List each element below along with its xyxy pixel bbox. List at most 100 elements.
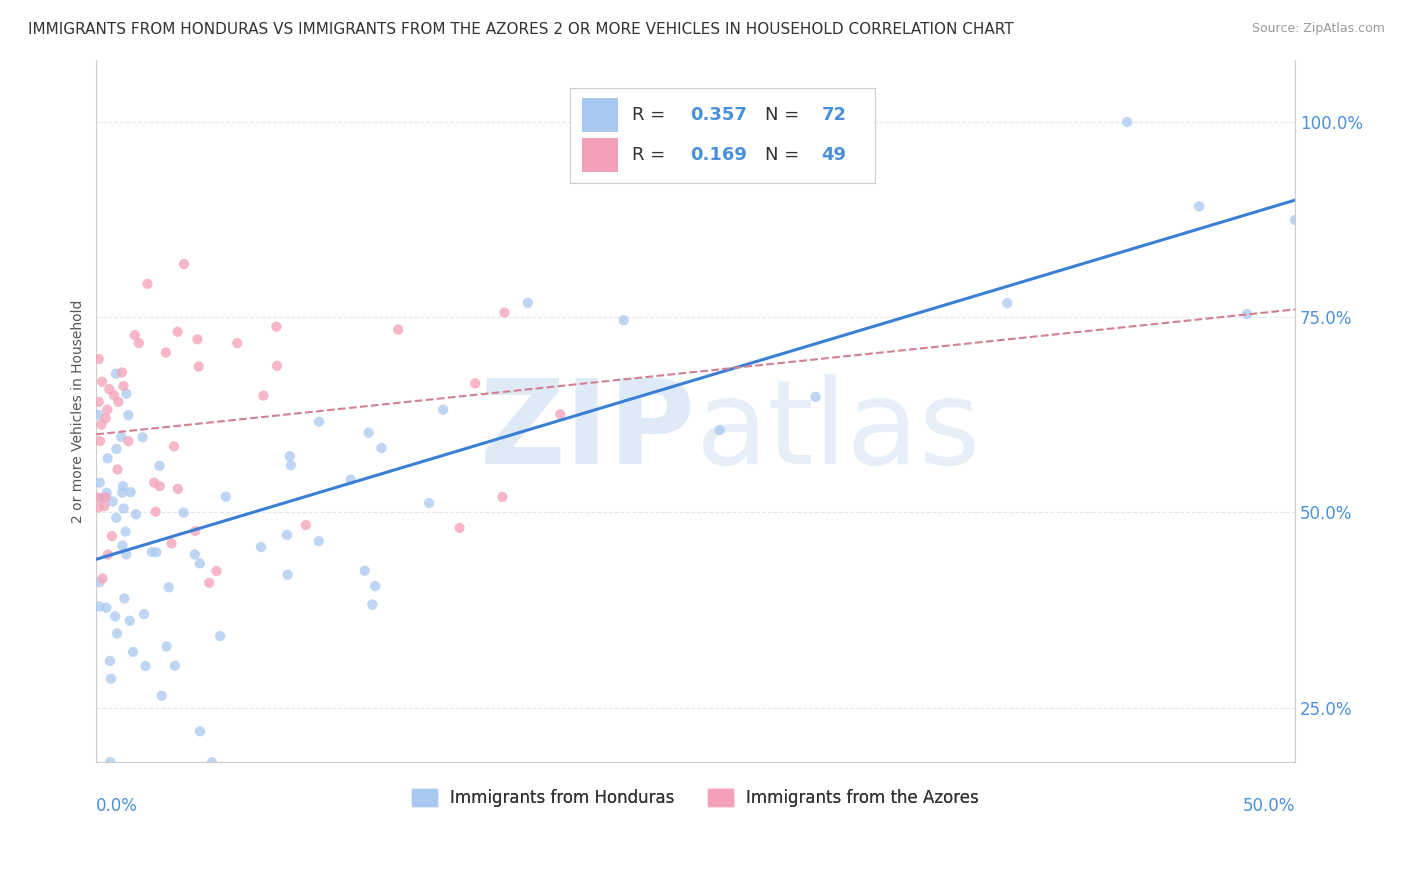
Point <box>308 415 330 429</box>
Point <box>117 434 139 449</box>
Point <box>87 408 110 422</box>
Text: 72: 72 <box>821 106 846 124</box>
Point <box>143 475 166 490</box>
Point <box>128 336 150 351</box>
Text: 50.0%: 50.0% <box>1243 797 1295 815</box>
Point <box>308 534 330 549</box>
Point <box>94 411 117 425</box>
Point <box>111 366 134 380</box>
Point <box>226 336 249 351</box>
Point <box>96 402 118 417</box>
Point <box>149 479 172 493</box>
Point <box>266 359 288 373</box>
Point <box>148 458 170 473</box>
Point <box>134 659 156 673</box>
Text: ZIP: ZIP <box>479 375 696 490</box>
Text: N =: N = <box>765 106 806 124</box>
Text: 0.169: 0.169 <box>690 146 747 164</box>
Point <box>87 500 110 515</box>
Point <box>98 654 121 668</box>
Point <box>166 482 188 496</box>
Point <box>112 591 135 606</box>
Point <box>418 496 440 510</box>
Point <box>111 479 134 493</box>
Point <box>120 485 142 500</box>
Point <box>387 322 409 336</box>
Point <box>276 528 298 542</box>
Point <box>115 386 138 401</box>
Point <box>89 575 111 590</box>
Point <box>91 491 114 506</box>
Point <box>114 524 136 539</box>
Point <box>94 490 117 504</box>
Point <box>370 441 392 455</box>
Point <box>87 352 110 367</box>
Point <box>90 417 112 432</box>
Point <box>709 423 731 437</box>
Point <box>516 296 538 310</box>
Point <box>215 490 238 504</box>
FancyBboxPatch shape <box>582 138 617 172</box>
Point <box>145 505 167 519</box>
Text: R =: R = <box>633 146 671 164</box>
Point <box>105 510 128 524</box>
Point <box>464 376 486 391</box>
Point <box>432 402 454 417</box>
Point <box>98 756 121 770</box>
Point <box>89 599 111 614</box>
Point <box>91 375 114 389</box>
Point <box>96 600 118 615</box>
Point <box>155 345 177 359</box>
Point <box>141 545 163 559</box>
Point <box>173 506 195 520</box>
Point <box>136 277 159 291</box>
Text: 0.357: 0.357 <box>690 106 747 124</box>
Point <box>250 540 273 554</box>
Point <box>124 328 146 343</box>
Point <box>89 434 111 448</box>
Point <box>995 296 1018 310</box>
Point <box>613 313 636 327</box>
Point <box>550 407 572 421</box>
Point <box>449 521 471 535</box>
Point <box>173 257 195 271</box>
Point <box>339 473 361 487</box>
Point <box>107 462 129 476</box>
Text: R =: R = <box>633 106 671 124</box>
Point <box>280 458 302 473</box>
Point <box>132 607 155 621</box>
Point <box>96 485 118 500</box>
Point <box>125 508 148 522</box>
Text: atlas: atlas <box>696 375 981 490</box>
Point <box>156 640 179 654</box>
Point <box>160 536 183 550</box>
FancyBboxPatch shape <box>582 98 617 132</box>
Point <box>110 430 132 444</box>
Text: IMMIGRANTS FROM HONDURAS VS IMMIGRANTS FROM THE AZORES 2 OR MORE VEHICLES IN HOU: IMMIGRANTS FROM HONDURAS VS IMMIGRANTS F… <box>28 22 1014 37</box>
Point <box>1116 115 1139 129</box>
Text: 0.0%: 0.0% <box>97 797 138 815</box>
Point <box>118 614 141 628</box>
Point <box>266 319 288 334</box>
Point <box>101 529 124 543</box>
Point <box>277 567 299 582</box>
Point <box>107 395 129 409</box>
Point <box>157 580 180 594</box>
Point <box>804 390 827 404</box>
Point <box>117 408 139 422</box>
Point <box>278 449 301 463</box>
Point <box>91 571 114 585</box>
Point <box>205 564 228 578</box>
Point <box>198 575 221 590</box>
Point <box>1188 199 1211 213</box>
Point <box>111 485 134 500</box>
Point <box>184 548 207 562</box>
Point <box>188 557 211 571</box>
Point <box>93 499 115 513</box>
Point <box>201 756 224 770</box>
Point <box>104 609 127 624</box>
Point <box>105 442 128 456</box>
Point <box>100 672 122 686</box>
Point <box>1236 307 1258 321</box>
Text: Source: ZipAtlas.com: Source: ZipAtlas.com <box>1251 22 1385 36</box>
